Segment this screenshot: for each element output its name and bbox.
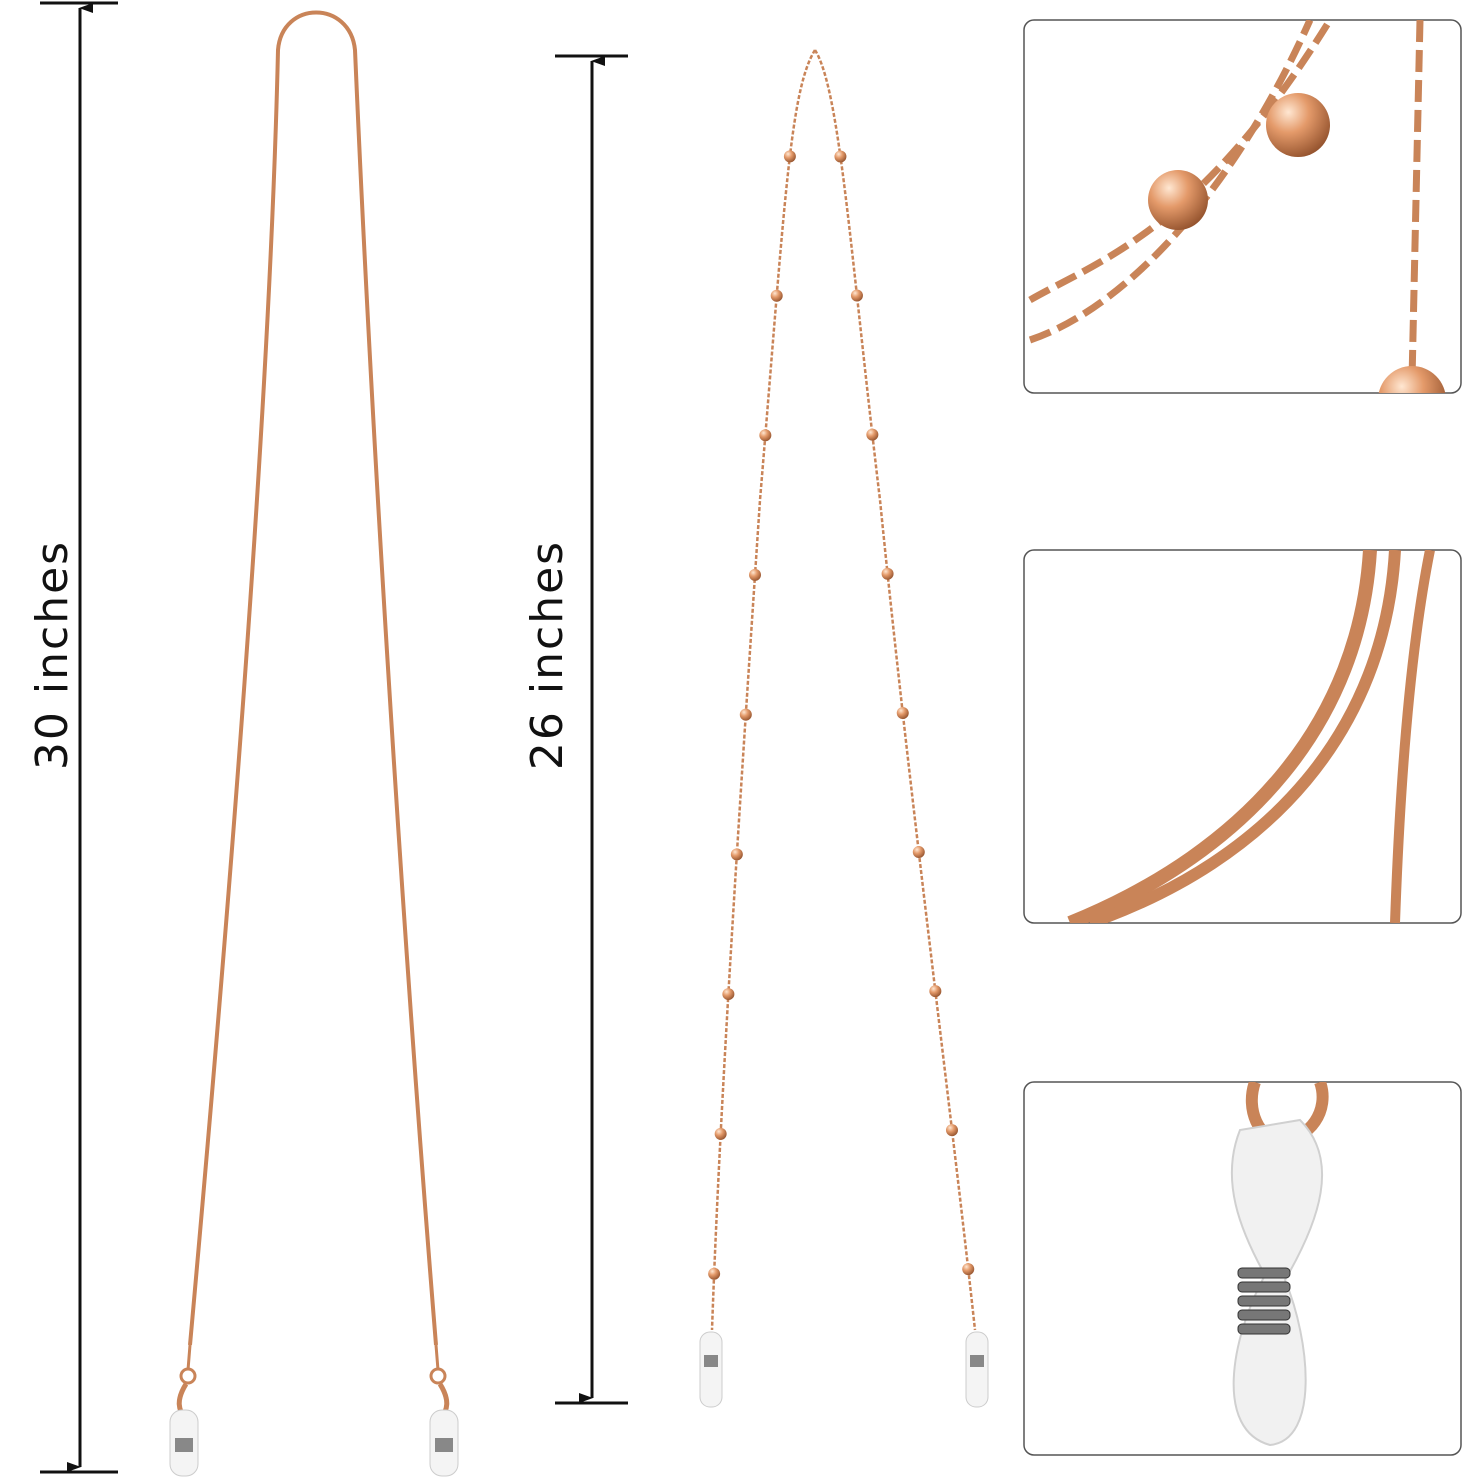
dimension-30: 30 inches [27,1,118,1474]
snake-chain [169,10,459,1477]
bead [783,150,796,163]
bead [708,1267,721,1280]
detail-panel [1023,19,1462,394]
bead [730,848,743,861]
detail-links [1028,20,1446,393]
bead [866,428,879,441]
bead [749,568,762,581]
length-label: 30 inches [27,540,78,770]
bead [929,985,942,998]
detail-snake [1067,550,1435,923]
bead [912,846,925,859]
bead [714,1127,727,1140]
bead [850,289,863,302]
bead [759,429,772,442]
bead [896,706,909,719]
bead [722,988,735,1001]
bead [834,150,847,163]
bead [962,1263,975,1276]
bead [881,567,894,580]
dimension-26: 26 inches [522,54,628,1405]
detail-earpiece [1230,1082,1329,1447]
bead [945,1124,958,1137]
bead [739,708,752,721]
beaded-chain [699,49,989,1408]
length-label: 26 inches [522,540,573,770]
bead [770,289,783,302]
